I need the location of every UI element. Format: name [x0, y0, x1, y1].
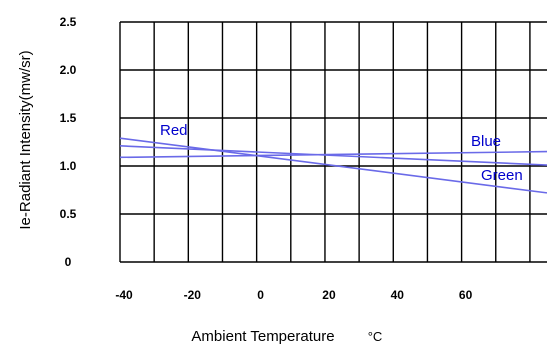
- series-labels: Red Blue Green: [160, 122, 523, 184]
- y-tick-label: 0: [65, 255, 72, 269]
- x-axis-label: Ambient Temperature: [191, 328, 334, 345]
- series-line-green: [119, 145, 547, 166]
- y-tick-label: 1.0: [60, 159, 77, 173]
- y-tick-label: 0.5: [60, 207, 77, 221]
- x-axis-unit: °C: [368, 329, 383, 344]
- x-tick-label: -20: [184, 288, 202, 302]
- series-line-blue: [119, 150, 547, 159]
- y-tick-label: 2.5: [60, 15, 77, 29]
- series-label-green: Green: [481, 167, 523, 184]
- x-tick-label: 40: [391, 288, 405, 302]
- series-lines: [119, 137, 547, 194]
- series-line-red: [119, 137, 547, 194]
- y-tick-labels: 0 0.5 1.0 1.5 2.0 2.5: [60, 15, 77, 269]
- grid: [119, 21, 547, 263]
- y-tick-label: 1.5: [60, 111, 77, 125]
- x-tick-label: 20: [322, 288, 336, 302]
- x-tick-label: 60: [459, 288, 473, 302]
- y-tick-label: 2.0: [60, 63, 77, 77]
- y-axis-label: Ie-Radiant Intensity(mw/sr): [17, 50, 34, 229]
- x-tick-label: 0: [257, 288, 264, 302]
- x-tick-labels: -40 -20 0 20 40 60: [115, 288, 472, 302]
- x-tick-label: -40: [115, 288, 133, 302]
- series-label-red: Red: [160, 122, 188, 139]
- series-label-blue: Blue: [471, 133, 501, 150]
